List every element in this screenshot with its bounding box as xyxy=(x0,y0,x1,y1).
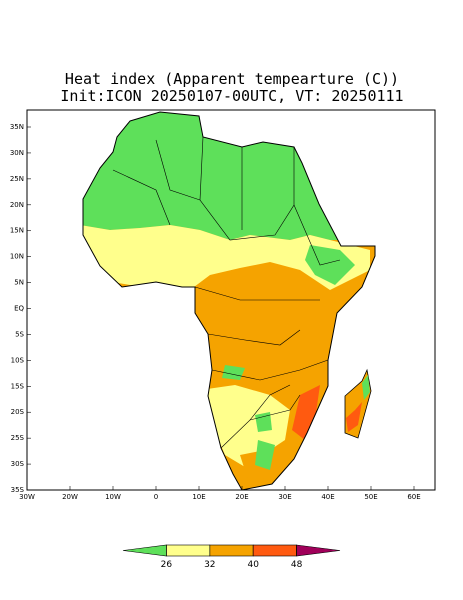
lon-label: 20E xyxy=(235,493,248,501)
lat-label: 30S xyxy=(11,460,25,468)
lon-label: 10E xyxy=(192,493,205,501)
lat-label: 20S xyxy=(11,408,25,416)
lon-label: 30E xyxy=(278,493,291,501)
colorbar-segment xyxy=(209,544,254,557)
lat-label: 15S xyxy=(11,382,25,390)
borders xyxy=(112,136,341,449)
lon-label: 0 xyxy=(154,493,158,501)
colorbar-label: 40 xyxy=(247,560,259,570)
lat-label: 25S xyxy=(11,434,25,442)
colorbar-segment xyxy=(252,544,297,557)
lat-label: EQ xyxy=(14,305,24,313)
lon-label: 20W xyxy=(62,493,78,501)
title: Heat index (Apparent tempearture (C)) xyxy=(65,70,399,88)
lon-label: 30W xyxy=(19,493,35,501)
lat-label: 5N xyxy=(14,279,24,287)
lon-label: 50E xyxy=(364,493,377,501)
lon-label: 60E xyxy=(407,493,420,501)
colorbar-end xyxy=(296,544,341,557)
lat-label: 20N xyxy=(10,201,24,209)
africa-field xyxy=(83,112,375,490)
lat-label: 30N xyxy=(10,149,24,157)
lat-label: 10N xyxy=(10,253,24,261)
lon-label: 40E xyxy=(321,493,334,501)
lon-label: 10W xyxy=(105,493,121,501)
lat-label: 5S xyxy=(15,330,24,338)
colorbar-end xyxy=(122,544,167,557)
lat-label: 15N xyxy=(10,227,24,235)
map-frame xyxy=(26,109,436,491)
madagascar-south xyxy=(346,402,362,432)
lat-label: 35S xyxy=(11,486,25,494)
lat-label: 25N xyxy=(10,175,24,183)
colorbar-label: 48 xyxy=(291,560,303,570)
colorbar-segment xyxy=(166,544,211,557)
lat-label: 35N xyxy=(10,123,24,131)
madagascar-east xyxy=(362,375,370,400)
subtitle: Init:ICON 20250107-00UTC, VT: 20250111 xyxy=(60,87,403,105)
colorbar-label: 32 xyxy=(204,560,215,570)
lat-label: 10S xyxy=(11,356,25,364)
colorbar-label: 26 xyxy=(161,560,173,570)
